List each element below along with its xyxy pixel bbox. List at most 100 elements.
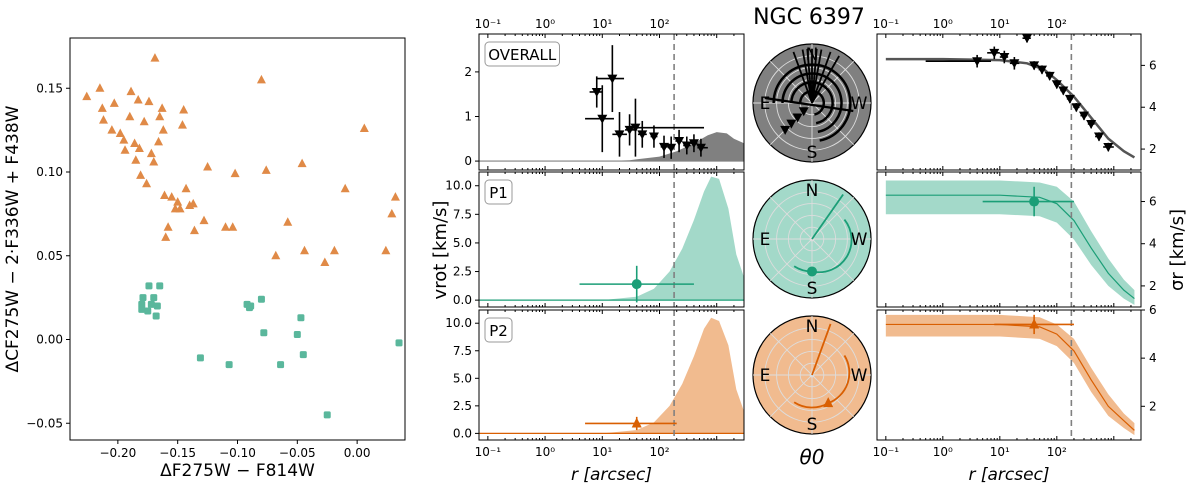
y-tick-label: 0.0 <box>453 293 472 307</box>
panel-label-box <box>484 41 560 67</box>
p2-point <box>199 215 209 225</box>
plot-frame <box>478 171 745 308</box>
data-point <box>1029 196 1040 207</box>
data-point <box>1058 86 1069 96</box>
p2-point <box>139 116 149 126</box>
p1-point <box>145 282 153 290</box>
data-point <box>1103 142 1114 152</box>
p2-point <box>203 161 213 171</box>
p2-point <box>175 203 185 213</box>
data-point <box>1022 34 1033 44</box>
polar-spoke <box>769 238 813 282</box>
x-tick-label: 10² <box>1047 445 1067 459</box>
y-tick-label: 2 <box>1149 279 1157 293</box>
vrot-p1-panel: 0.0 2.5 5.0 7.5 10.0 P1 <box>445 171 745 308</box>
polar-p1-panel: N E W S <box>752 179 872 299</box>
p2-point <box>359 123 369 132</box>
data-point <box>591 87 602 97</box>
p2-point <box>329 245 339 255</box>
data-point <box>666 143 677 153</box>
p2-point <box>177 120 187 129</box>
data-point <box>1029 61 1040 71</box>
x-tick-label: 10¹ <box>990 445 1010 459</box>
x-top-tick-label: 10⁰ <box>535 17 555 31</box>
p1-point <box>138 305 146 313</box>
compass-west: W <box>851 230 868 250</box>
y-tick-label: 6 <box>1149 58 1157 72</box>
data-point <box>624 125 635 135</box>
p2-point <box>320 257 330 266</box>
p2-point <box>155 111 165 121</box>
panel-label-box <box>484 317 513 343</box>
data-point <box>674 137 685 147</box>
data-point <box>1044 71 1055 81</box>
p2-point <box>154 136 164 146</box>
p2-point <box>297 158 307 168</box>
y-tick-label: 0.15 <box>36 81 63 95</box>
x-tick-label: −0.10 <box>219 446 256 460</box>
p2-point <box>163 222 173 231</box>
theta-arc <box>781 72 843 134</box>
y-tick-label: 4 <box>1149 237 1157 251</box>
x-tick-label: 0.00 <box>344 446 371 460</box>
theta-label: θ0 <box>800 445 825 469</box>
polar-spoke <box>769 332 813 376</box>
data-point <box>681 141 692 151</box>
compass-east: E <box>760 94 771 114</box>
p2-point <box>261 165 271 174</box>
y-tick-label: 0 <box>464 154 472 168</box>
p1-point <box>395 339 403 347</box>
data-point <box>989 48 1000 58</box>
data-point <box>688 139 699 149</box>
plot-frame <box>876 171 1142 308</box>
panel-label-box <box>484 179 513 205</box>
data-point <box>1064 94 1075 104</box>
theta0-line <box>811 51 832 104</box>
y-tick-label: −0.05 <box>26 416 63 430</box>
y-tick-label: 6 <box>1149 195 1157 209</box>
plot-frame <box>876 309 1142 441</box>
p2-point <box>167 192 177 201</box>
p2-point <box>230 168 240 178</box>
compass-south: S <box>807 415 818 435</box>
p1-point <box>299 351 307 359</box>
p2-point <box>133 94 143 104</box>
compass-west: W <box>851 366 868 386</box>
p2-point <box>115 128 125 137</box>
plot-frame <box>478 33 745 171</box>
polar-spoke <box>769 196 813 240</box>
x-top-tick-label: 10¹ <box>990 17 1010 31</box>
theta-marker <box>786 119 797 129</box>
theta0-line <box>764 96 854 113</box>
theta-marker <box>792 113 803 123</box>
y-tick-label: 0.05 <box>36 249 63 263</box>
p2-point <box>188 198 198 208</box>
p2-point <box>130 138 140 148</box>
theta0-line <box>806 48 813 104</box>
data-point <box>695 143 706 153</box>
p1-point <box>153 302 161 310</box>
polar-spoke <box>811 332 855 376</box>
compass-east: E <box>760 230 771 250</box>
p2-point <box>340 183 350 193</box>
theta0-line <box>811 55 840 104</box>
y-tick-label: 2.5 <box>453 399 472 413</box>
data-point <box>631 417 642 428</box>
plot-frame <box>69 37 406 441</box>
plot-frame <box>876 33 1142 171</box>
theta-marker <box>807 266 817 277</box>
p2-point <box>181 183 191 193</box>
x-tick-label: −0.15 <box>159 446 196 460</box>
compass-south: S <box>807 143 818 163</box>
theta0-line <box>811 323 832 376</box>
theta-marker <box>798 107 809 117</box>
theta-marker <box>780 125 791 135</box>
p1-point <box>156 282 164 290</box>
p1-point <box>147 300 155 308</box>
sigma-p2-panel: 10⁻¹ 10⁰ 10¹ 10² r [arcsec] 2 4 6 <box>873 303 1157 485</box>
data-point <box>614 130 625 140</box>
y-tick-label: 2 <box>1149 142 1157 156</box>
y-tick-label: 4 <box>1149 351 1157 365</box>
p2-point <box>136 170 146 179</box>
